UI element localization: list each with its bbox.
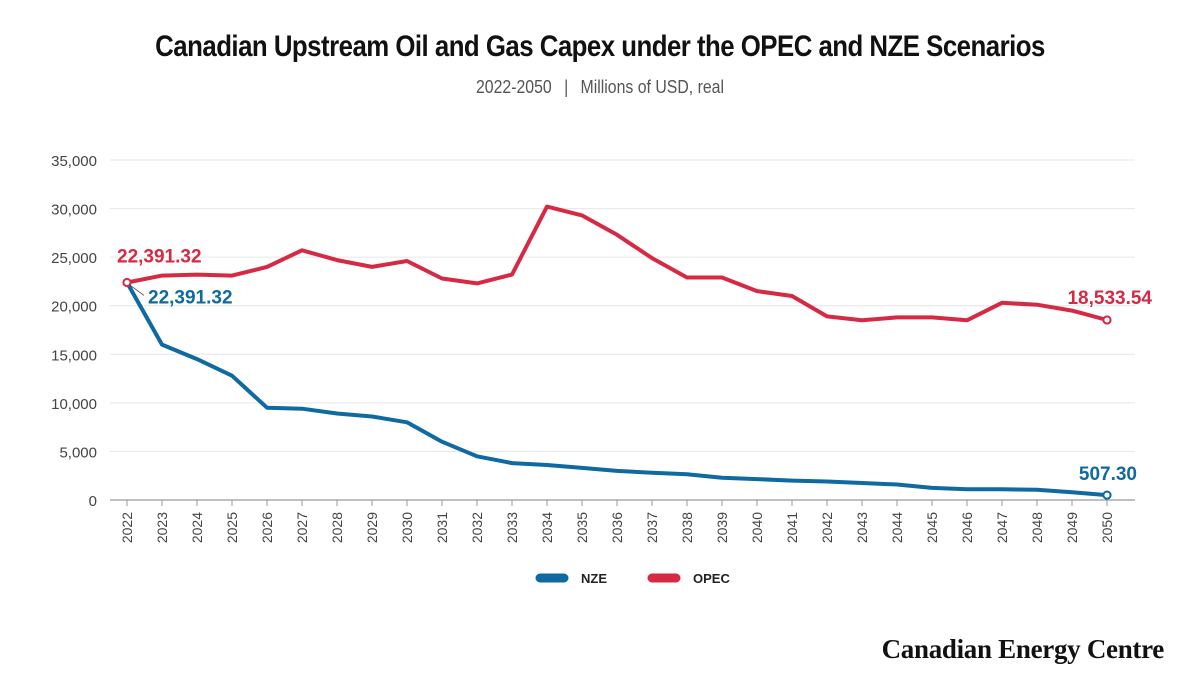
x-tick-label: 2036: [609, 512, 625, 543]
x-tick-label: 2046: [959, 512, 975, 543]
x-tick-label: 2038: [679, 512, 695, 543]
x-tick-label: 2035: [574, 512, 590, 543]
y-tick-label: 35,000: [51, 153, 97, 170]
y-tick-label: 0: [89, 493, 97, 510]
subtitle-separator: |: [564, 77, 569, 97]
x-tick-label: 2032: [469, 512, 485, 543]
x-tick-label: 2025: [224, 512, 240, 543]
canadian-energy-centre-logo: Canadian Energy Centre: [881, 634, 1165, 664]
x-tick-label: 2033: [504, 512, 520, 543]
x-tick-label: 2031: [434, 512, 450, 543]
x-tick-label: 2049: [1064, 512, 1080, 543]
opec-end-label: 18,533.54: [1067, 288, 1152, 309]
legend-label-nze: NZE: [581, 571, 607, 586]
y-tick-label: 30,000: [51, 202, 97, 219]
x-tick-label: 2026: [259, 512, 275, 543]
x-tick-label: 2022: [119, 512, 135, 543]
nze-end-label: 507.30: [1079, 464, 1137, 485]
x-tick-label: 2040: [749, 512, 765, 543]
x-tick-label: 2023: [154, 512, 170, 543]
x-tick-label: 2048: [1029, 512, 1045, 543]
x-tick-label: 2037: [644, 512, 660, 543]
x-tick-label: 2050: [1099, 512, 1115, 543]
nze-point-marker: [1102, 490, 1112, 500]
subtitle-units: Millions of USD, real: [580, 77, 724, 97]
y-tick-label: 5,000: [59, 444, 97, 461]
nze-start-leader-line: [128, 284, 145, 296]
x-tick-label: 2030: [399, 512, 415, 543]
x-tick-label: 2034: [539, 512, 555, 543]
x-tick-label: 2039: [714, 512, 730, 543]
subtitle-years: 2022-2050: [475, 77, 552, 97]
x-tick-label: 2041: [784, 512, 800, 543]
chart-title: Canadian Upstream Oil and Gas Capex unde…: [155, 30, 1045, 63]
x-tick-label: 2029: [364, 512, 380, 543]
opec-point-marker: [1102, 315, 1112, 325]
x-tick-label: 2024: [189, 512, 205, 543]
y-tick-label: 25,000: [51, 250, 97, 267]
x-tick-label: 2045: [924, 512, 940, 543]
series-line-nze: [125, 280, 1109, 498]
x-tick-label: 2028: [329, 512, 345, 543]
x-tick-label: 2027: [294, 512, 310, 543]
x-tick-label: 2042: [819, 512, 835, 543]
series-line-opec: [125, 204, 1109, 323]
opec-point-marker: [122, 277, 132, 288]
y-tick-label: 20,000: [51, 299, 97, 316]
opec-start-label: 22,391.32: [117, 246, 202, 267]
y-tick-label: 10,000: [51, 396, 97, 413]
x-tick-label: 2047: [994, 512, 1010, 543]
nze-start-label: 22,391.32: [148, 287, 233, 308]
chart-subtitle: 2022-2050 | Millions of USD, real: [72, 77, 1128, 98]
legend-label-opec: OPEC: [693, 571, 730, 586]
x-tick-label: 2043: [854, 512, 870, 543]
y-tick-label: 15,000: [51, 347, 97, 364]
x-tick-label: 2044: [889, 512, 905, 543]
